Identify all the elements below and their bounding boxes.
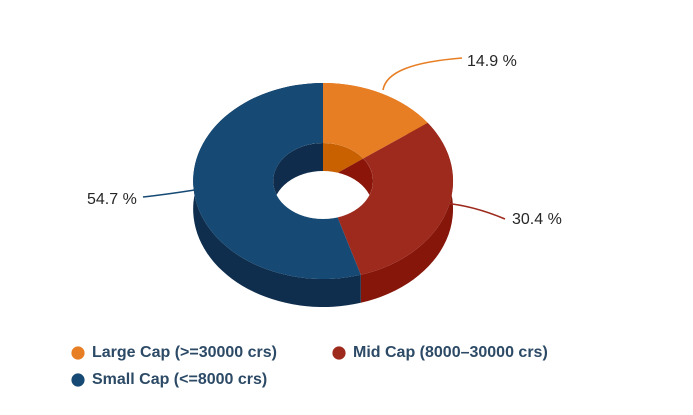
slice-large-cap[interactable] [323,83,428,159]
legend-bullet-small-cap-icon [71,373,85,387]
leader-line-large-cap [382,57,463,91]
leader-line-mid-cap [443,202,506,220]
legend-bullet-mid-cap-icon [332,346,346,360]
percent-label-small-cap: 54.7 % [87,191,137,208]
legend-item-mid-cap[interactable]: Mid Cap (8000–30000 crs) [332,344,548,362]
slice-small-cap[interactable] [193,83,361,279]
legend-label-small-cap: Small Cap (<=8000 crs) [92,371,268,388]
legend-item-small-cap[interactable]: Small Cap (<=8000 crs) [71,371,267,389]
legend-label-mid-cap: Mid Cap (8000–30000 crs) [353,344,548,361]
percent-label-large-cap: 14.9 % [467,53,517,70]
slice-large-cap-inner-wall [323,143,364,181]
slice-mid-cap-side [360,122,454,303]
slice-mid-cap[interactable] [337,122,454,275]
percent-label-mid-cap: 30.4 % [512,211,562,228]
donut-hole-window [273,171,373,219]
donut-hole [273,143,373,219]
leader-line-small-cap [142,188,202,198]
legend-bullet-large-cap-icon [71,346,85,360]
slice-small-cap-side [193,83,361,307]
legend-item-large-cap[interactable]: Large Cap (>=30000 crs) [71,344,277,362]
legend-label-large-cap: Large Cap (>=30000 crs) [92,344,277,361]
